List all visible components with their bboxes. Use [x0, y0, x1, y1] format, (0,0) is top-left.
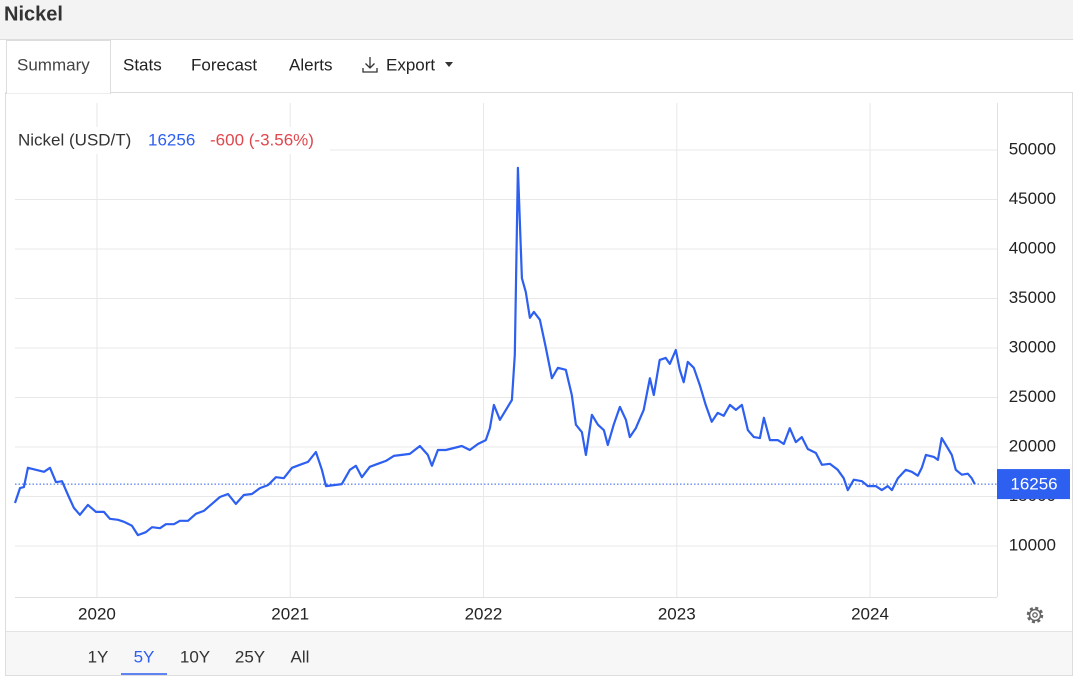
tab[interactable]: Summary — [17, 55, 90, 74]
legend-price: 16256 — [148, 130, 195, 149]
header-bar — [0, 0, 1073, 40]
legend-bg — [12, 127, 330, 154]
page-title: Nickel — [4, 3, 63, 25]
last-price-badge-label: 16256 — [1010, 475, 1057, 494]
download-icon — [362, 57, 378, 73]
tab[interactable]: Forecast — [191, 55, 257, 74]
y-axis-area — [997, 103, 1072, 597]
y-tick-label: 20000 — [1009, 437, 1056, 456]
legend-name: Nickel (USD/T) — [18, 130, 131, 149]
price-line — [13, 166, 976, 537]
last-price-badge — [997, 469, 1070, 500]
plot — [13, 103, 998, 598]
legend-change: -600 (-3.56%) — [210, 130, 314, 149]
tab[interactable]: Export — [386, 55, 435, 74]
range-button[interactable]: 25Y — [235, 647, 265, 666]
range-button[interactable]: All — [291, 647, 310, 666]
range-button[interactable]: 10Y — [180, 647, 210, 666]
y-tick-label: 40000 — [1009, 239, 1056, 258]
settings-gear[interactable] — [1026, 606, 1044, 624]
range-bar — [6, 632, 1072, 675]
chart-frame — [5, 92, 1073, 676]
y-tick-label: 25000 — [1009, 387, 1056, 406]
x-tick-label: 2024 — [851, 604, 889, 623]
y-tick-label: 10000 — [1009, 536, 1056, 555]
y-tick-label: 30000 — [1009, 338, 1056, 357]
y-tick-label: 35000 — [1009, 288, 1056, 307]
x-tick-label: 2020 — [78, 604, 116, 623]
export-caret — [445, 62, 453, 67]
range-button[interactable]: 1Y — [88, 647, 109, 666]
y-tick-label: 50000 — [1009, 140, 1056, 159]
range-button[interactable]: 5Y — [134, 647, 155, 666]
y-tick-label: 45000 — [1009, 189, 1056, 208]
x-tick-label: 2022 — [465, 604, 503, 623]
tab[interactable]: Stats — [123, 55, 162, 74]
x-tick-label: 2023 — [658, 604, 696, 623]
x-tick-label: 2021 — [271, 604, 309, 623]
tab[interactable]: Alerts — [289, 55, 332, 74]
